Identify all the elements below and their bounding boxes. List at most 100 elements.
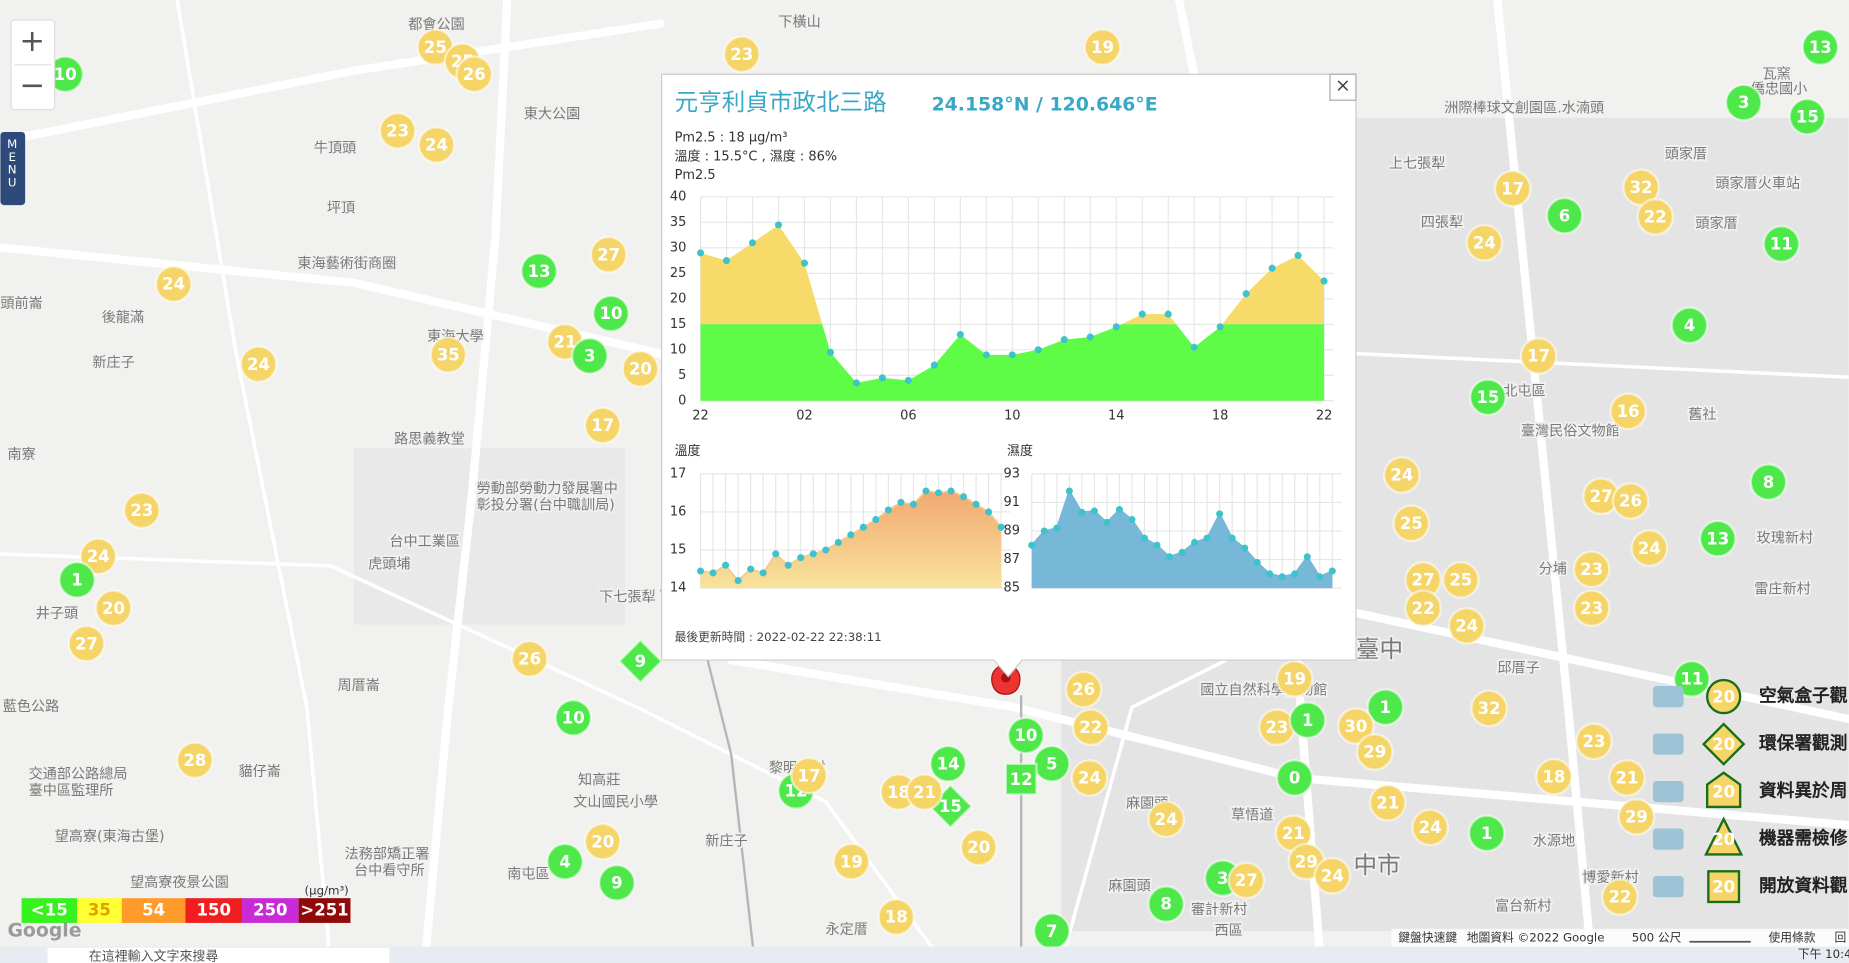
station-marker[interactable] bbox=[1392, 504, 1431, 543]
station-marker[interactable] bbox=[1337, 707, 1375, 745]
station-marker[interactable] bbox=[959, 828, 998, 867]
menu-tab[interactable] bbox=[0, 132, 26, 206]
station-marker[interactable] bbox=[1609, 392, 1648, 431]
close-button[interactable]: × bbox=[1335, 76, 1351, 97]
station-marker[interactable] bbox=[510, 640, 549, 678]
station-marker[interactable] bbox=[1762, 225, 1801, 263]
station-marker[interactable] bbox=[1083, 28, 1122, 67]
station-marker[interactable] bbox=[429, 335, 468, 374]
station-marker[interactable] bbox=[58, 561, 96, 599]
station-marker[interactable] bbox=[929, 744, 967, 783]
station-marker[interactable] bbox=[1147, 885, 1185, 923]
station-marker[interactable] bbox=[570, 337, 609, 375]
station-marker[interactable] bbox=[417, 126, 456, 164]
marker-value: 10 bbox=[54, 65, 77, 84]
station-marker[interactable] bbox=[1313, 856, 1352, 895]
station-marker[interactable] bbox=[1469, 378, 1507, 417]
station-marker[interactable] bbox=[589, 235, 628, 274]
marker-value: 23 bbox=[386, 122, 409, 141]
station-marker[interactable] bbox=[1470, 689, 1508, 728]
station-marker[interactable] bbox=[1355, 733, 1394, 771]
station-marker[interactable] bbox=[1788, 97, 1827, 136]
station-marker[interactable] bbox=[1575, 722, 1613, 761]
station-marker[interactable] bbox=[1411, 808, 1450, 847]
station-marker[interactable] bbox=[79, 537, 118, 576]
station-marker[interactable] bbox=[1227, 861, 1266, 900]
station-marker[interactable] bbox=[1071, 708, 1110, 747]
station-marker[interactable] bbox=[1004, 762, 1038, 796]
station-marker[interactable] bbox=[1545, 196, 1584, 235]
station-marker[interactable] bbox=[1366, 688, 1405, 727]
station-marker[interactable] bbox=[1698, 519, 1737, 558]
station-marker[interactable] bbox=[597, 863, 636, 902]
station-marker[interactable] bbox=[1617, 797, 1656, 836]
station-marker[interactable] bbox=[1275, 660, 1314, 698]
station-marker[interactable] bbox=[905, 773, 944, 811]
station-marker[interactable] bbox=[1441, 561, 1480, 599]
station-marker[interactable] bbox=[378, 111, 417, 150]
station-marker[interactable] bbox=[1465, 223, 1504, 262]
zoom-out[interactable]: − bbox=[19, 69, 45, 104]
station-marker[interactable] bbox=[154, 265, 193, 303]
station-marker[interactable] bbox=[877, 898, 916, 936]
station-marker[interactable] bbox=[1572, 550, 1611, 589]
station-marker[interactable] bbox=[67, 624, 106, 663]
marker-value: 5 bbox=[1046, 754, 1057, 773]
station-marker[interactable] bbox=[1368, 783, 1407, 822]
station-marker[interactable] bbox=[1670, 306, 1709, 345]
station-marker[interactable] bbox=[1383, 456, 1421, 494]
station-marker[interactable] bbox=[1070, 759, 1109, 797]
google-logo: Google bbox=[7, 921, 81, 942]
station-marker[interactable] bbox=[1572, 589, 1611, 628]
station-marker[interactable] bbox=[592, 294, 630, 333]
station-marker[interactable] bbox=[122, 491, 161, 530]
attribution-item[interactable]: 使用條款 bbox=[1768, 931, 1815, 945]
station-marker[interactable] bbox=[1535, 757, 1573, 796]
station-marker[interactable] bbox=[832, 842, 871, 881]
station-marker[interactable] bbox=[546, 842, 584, 881]
station-marker[interactable] bbox=[1447, 607, 1486, 645]
station-marker[interactable] bbox=[583, 822, 622, 861]
station-marker[interactable] bbox=[621, 350, 660, 388]
station-marker[interactable] bbox=[94, 589, 133, 628]
station-marker[interactable] bbox=[455, 55, 494, 94]
station-marker[interactable] bbox=[1749, 463, 1788, 501]
place-label: 井子頭 bbox=[36, 606, 78, 622]
station-marker[interactable] bbox=[722, 35, 761, 74]
search-text[interactable]: 在這裡輸入文字來搜尋 bbox=[89, 949, 219, 963]
station-marker[interactable] bbox=[1064, 670, 1103, 709]
place-label: 坪頂 bbox=[327, 201, 355, 217]
station-marker[interactable] bbox=[583, 406, 622, 445]
station-marker[interactable] bbox=[520, 252, 558, 290]
attribution-item[interactable]: 回 bbox=[1834, 931, 1846, 945]
station-marker[interactable] bbox=[1636, 198, 1675, 236]
station-marker[interactable] bbox=[176, 741, 214, 780]
station-marker[interactable] bbox=[1611, 482, 1650, 520]
data-point bbox=[1268, 264, 1276, 272]
attribution-item[interactable]: 鍵盤快速鍵 bbox=[1398, 931, 1457, 945]
data-point bbox=[1241, 544, 1249, 552]
station-marker[interactable] bbox=[1724, 83, 1763, 122]
data-point bbox=[748, 239, 757, 247]
station-marker[interactable] bbox=[790, 756, 828, 795]
zoom-in[interactable]: + bbox=[19, 24, 45, 59]
station-marker[interactable] bbox=[1519, 337, 1558, 375]
station-marker[interactable] bbox=[1275, 759, 1314, 797]
station-marker[interactable] bbox=[554, 698, 593, 737]
station-marker[interactable] bbox=[239, 345, 278, 384]
station-marker[interactable] bbox=[1147, 800, 1185, 839]
station-marker[interactable] bbox=[1007, 716, 1045, 755]
station-marker[interactable] bbox=[617, 638, 664, 685]
station-marker[interactable] bbox=[1801, 28, 1840, 67]
station-marker[interactable] bbox=[1630, 529, 1669, 567]
station-marker[interactable] bbox=[1288, 701, 1327, 740]
search-box[interactable] bbox=[47, 947, 390, 963]
data-point bbox=[982, 351, 990, 359]
station-marker[interactable] bbox=[1608, 759, 1646, 797]
station-marker[interactable] bbox=[1467, 814, 1506, 853]
station-marker[interactable] bbox=[1493, 169, 1532, 208]
station-marker[interactable] bbox=[1404, 589, 1442, 628]
station-marker[interactable] bbox=[1601, 878, 1639, 916]
